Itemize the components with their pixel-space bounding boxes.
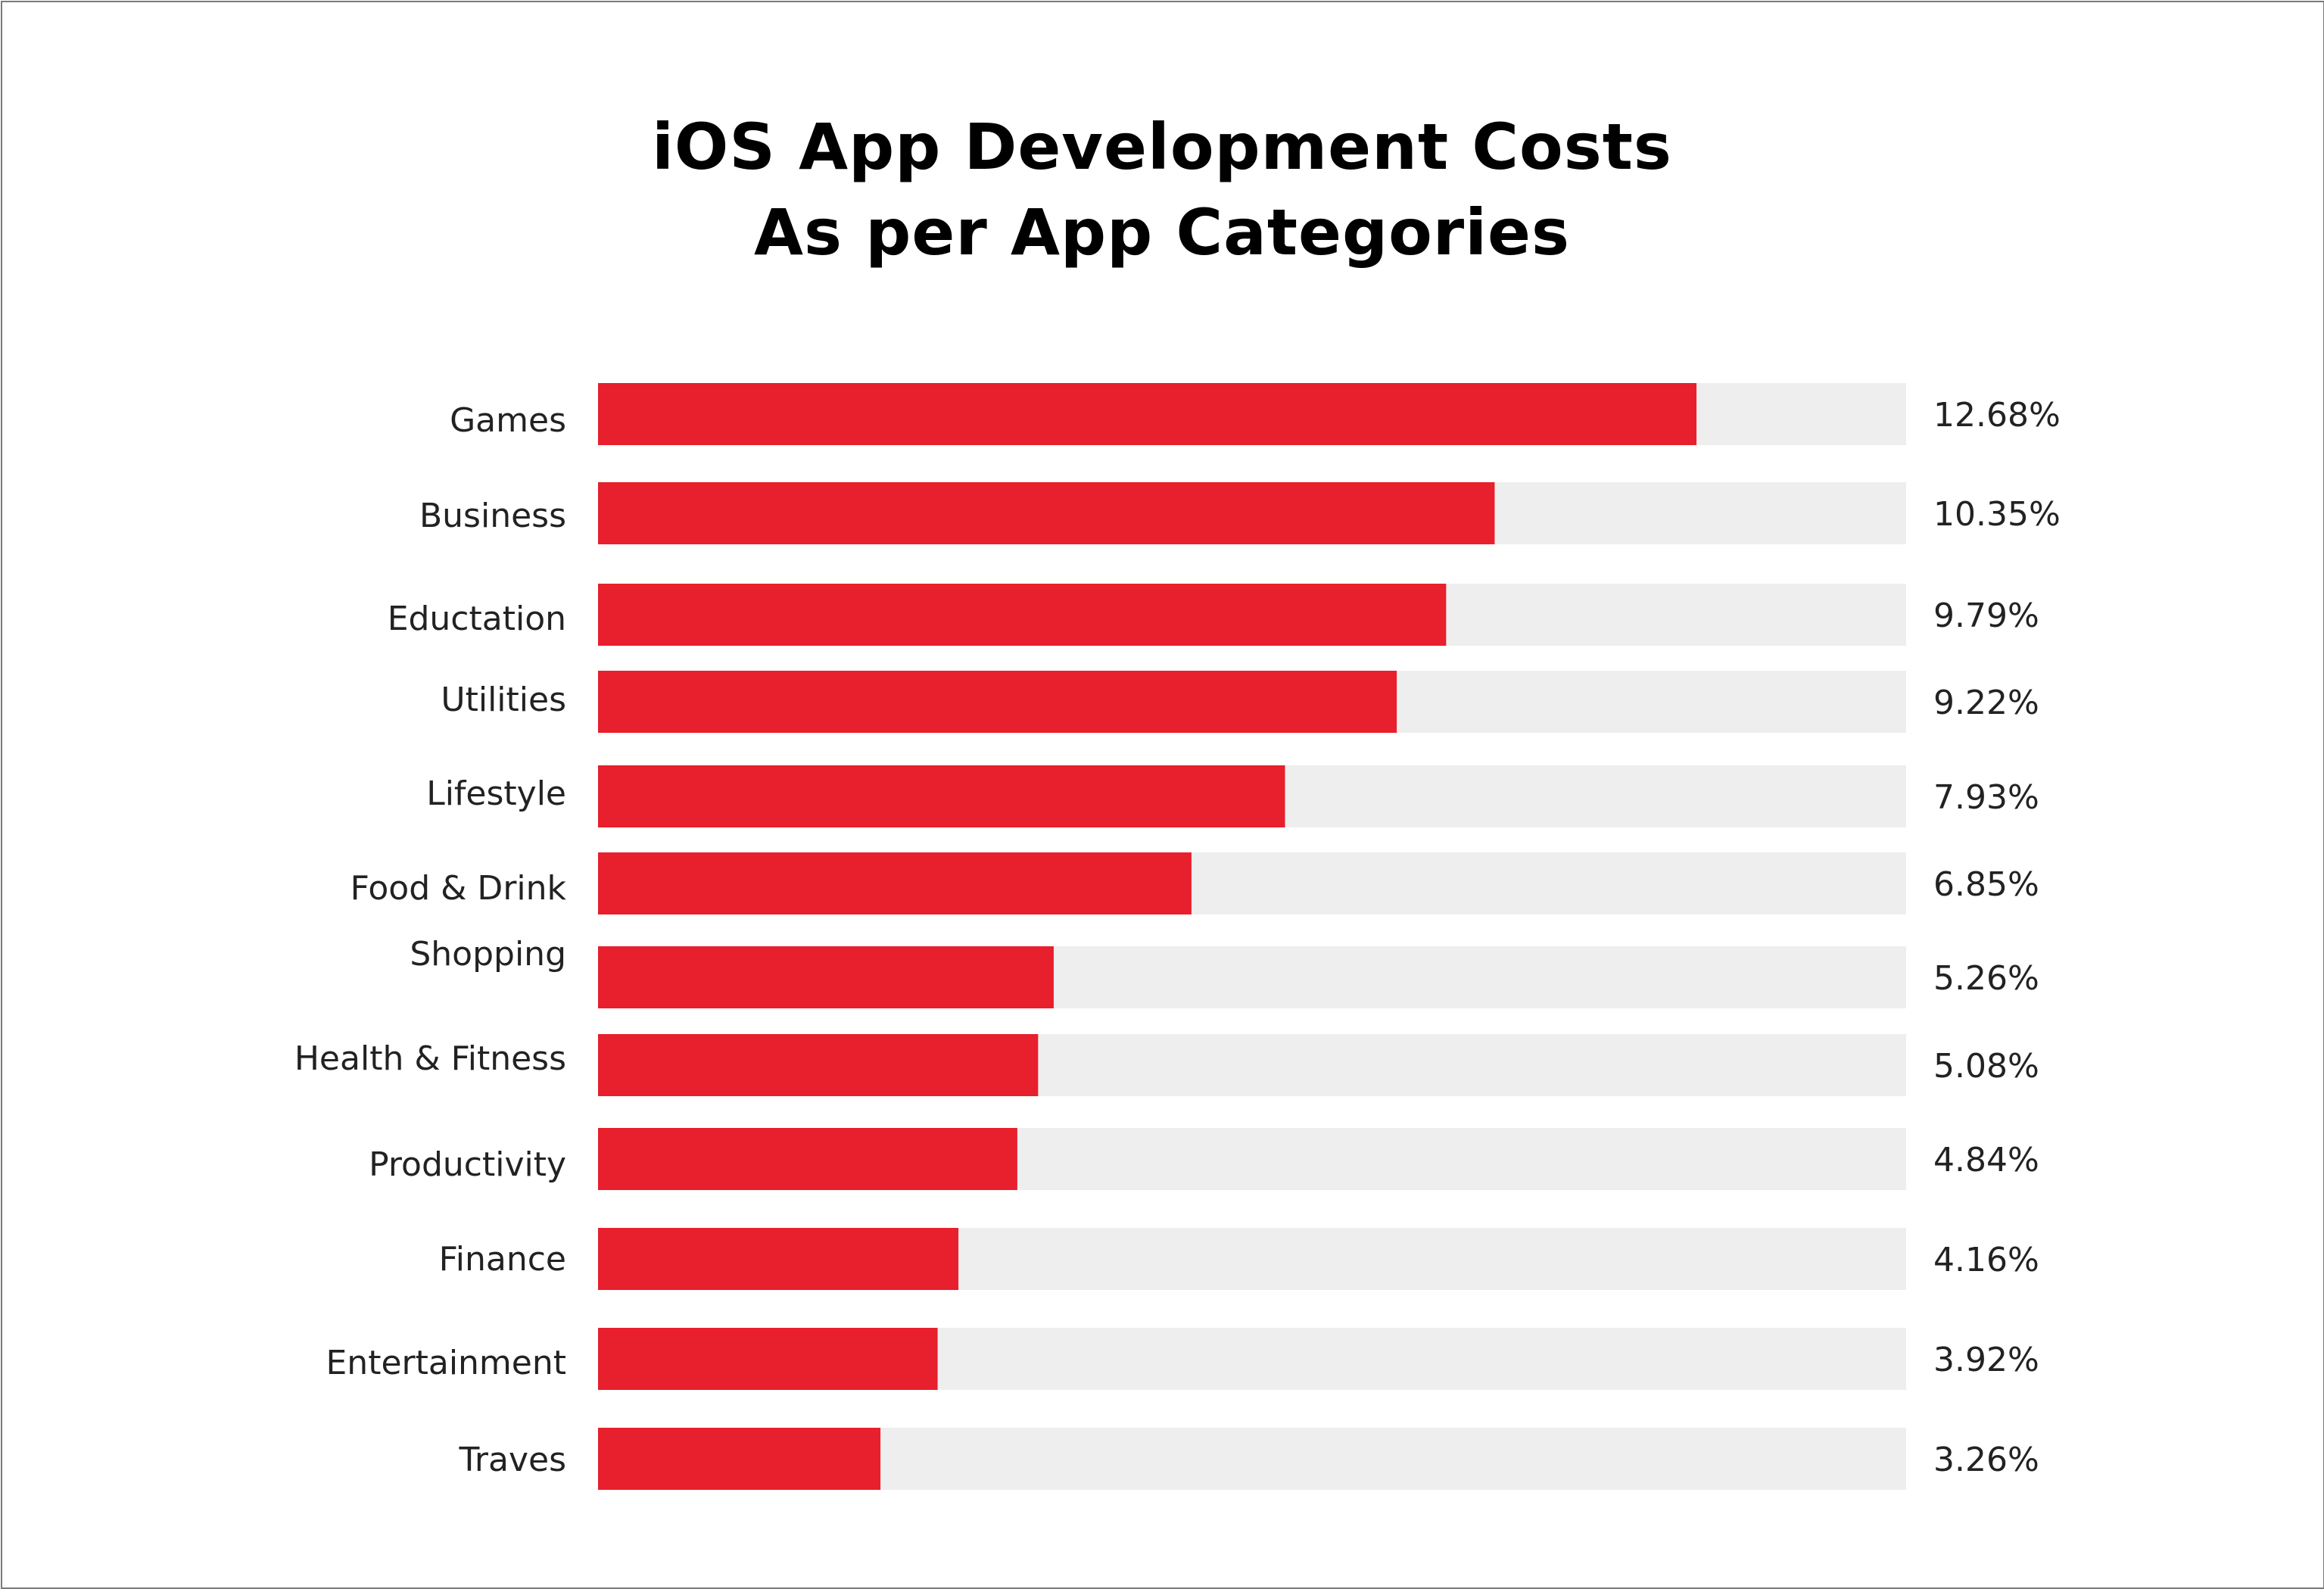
value-label-business: 10.35%	[1933, 495, 2061, 534]
value-label-finance: 4.16%	[1933, 1241, 2039, 1279]
bar-utilities	[598, 671, 1397, 733]
bar-shopping	[598, 946, 1054, 1008]
bar-lifestyle	[598, 765, 1285, 827]
value-label-shopping: 5.26%	[1933, 959, 2039, 998]
bar-traves	[598, 1428, 881, 1490]
value-label-lifestyle: 7.93%	[1933, 778, 2039, 817]
value-label-productivity: 4.84%	[1933, 1141, 2039, 1179]
bar-games	[598, 383, 1697, 445]
category-label-eductation: Eductation	[388, 600, 566, 638]
category-label-health-and-fitness: Health & Fitness	[294, 1039, 566, 1078]
value-label-entertainment: 3.92%	[1933, 1341, 2039, 1379]
value-label-eductation: 9.79%	[1933, 597, 2039, 635]
category-label-productivity: Productivity	[369, 1145, 566, 1184]
category-label-traves: Traves	[459, 1441, 567, 1479]
bar-finance	[598, 1228, 959, 1290]
bar-food-and-drink	[598, 852, 1192, 914]
bar-productivity	[598, 1128, 1017, 1190]
value-label-health-and-fitness: 5.08%	[1933, 1047, 2039, 1086]
category-label-utilities: Utilities	[441, 681, 566, 719]
bar-entertainment	[598, 1328, 938, 1390]
chart-title-line-2: As per App Categories	[753, 195, 1570, 270]
value-label-traves: 3.26%	[1933, 1441, 2039, 1479]
bar-business	[598, 482, 1495, 544]
category-label-games: Games	[450, 401, 566, 440]
bar-eductation	[598, 584, 1447, 646]
value-label-games: 12.68%	[1933, 396, 2061, 435]
value-label-food-and-drink: 6.85%	[1933, 865, 2039, 904]
bar-health-and-fitness	[598, 1034, 1039, 1096]
category-label-food-and-drink: Food & Drink	[350, 869, 567, 908]
category-label-finance: Finance	[439, 1240, 566, 1279]
chart-title-line-1: iOS App Development Costs	[652, 110, 1672, 184]
value-label-utilities: 9.22%	[1933, 684, 2039, 722]
category-label-business: Business	[419, 497, 566, 535]
category-label-shopping: Shopping	[410, 935, 566, 974]
category-label-lifestyle: Lifestyle	[426, 774, 566, 813]
category-label-entertainment: Entertainment	[326, 1344, 567, 1382]
